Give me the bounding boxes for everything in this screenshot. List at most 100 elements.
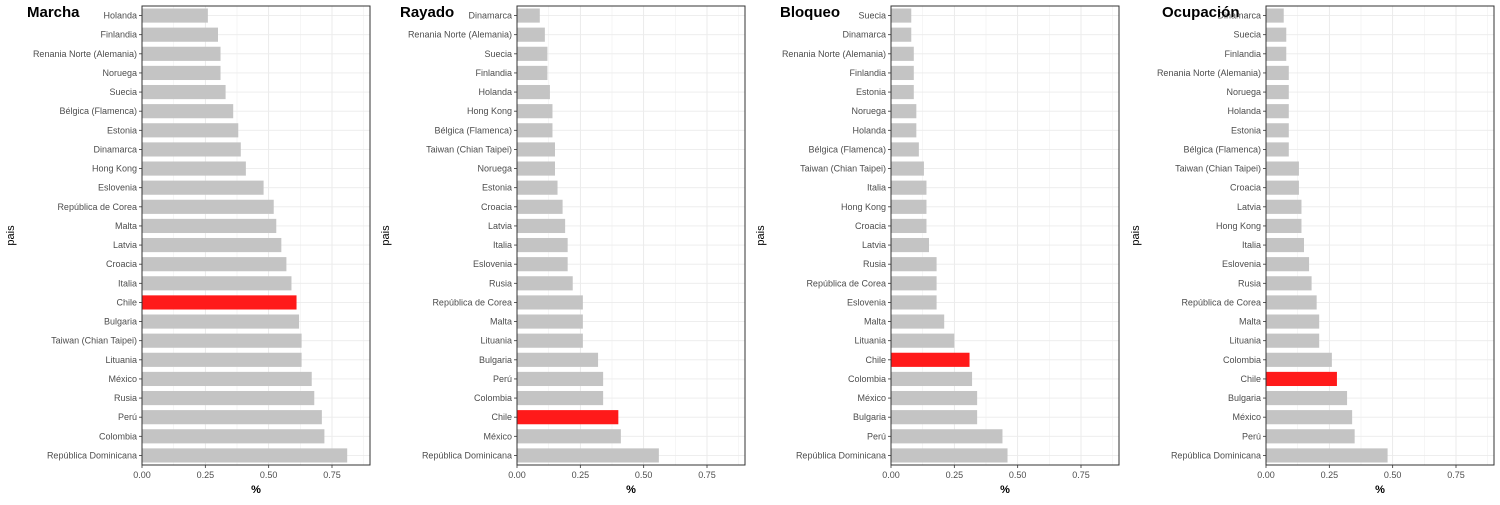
chart-panel-3: Suecia Dinamarca Renania Norte (Alemania) F… [755, 4, 1120, 496]
x-tick-label: 0.50 [635, 470, 653, 480]
y-tick-label: Rusia [114, 393, 137, 403]
y-tick-label: Lituania [1229, 336, 1261, 346]
y-tick-label: México [857, 393, 886, 403]
bar [1266, 46, 1287, 61]
y-tick-label: Dinamarca [93, 144, 137, 154]
bar [517, 218, 566, 234]
x-tick-label: 0.50 [260, 470, 278, 480]
y-tick-label: República Dominicana [422, 450, 512, 460]
y-tick-label: Bélgica (Flamenca) [434, 125, 512, 135]
y-tick-label: Taiwan (Chian Taipei) [51, 336, 137, 346]
y-tick-label: Bulgaria [853, 412, 886, 422]
bar [1266, 410, 1353, 425]
y-tick-label: Renania Norte (Alemania) [408, 30, 512, 40]
bar-highlight [891, 352, 970, 367]
y-tick-label: Noruega [1226, 87, 1261, 97]
bar [1266, 161, 1299, 176]
y-tick-label: Perú [493, 374, 512, 384]
bar [1266, 237, 1304, 253]
bar [142, 448, 348, 463]
plot-border [890, 5, 1120, 466]
y-tick-label: Croacia [106, 259, 137, 269]
y-tick-label: Croacia [481, 202, 512, 212]
y-tick-label: Chile [865, 355, 886, 365]
bar [517, 46, 548, 61]
y-tick-label: Chile [1240, 374, 1261, 384]
y-tick-label: Finlandia [849, 68, 886, 78]
bar [891, 8, 912, 23]
y-tick-label: Holanda [852, 125, 886, 135]
bar [1266, 65, 1289, 81]
chart-panel-1: Holanda Finlandia Renania Norte (Alemania)… [5, 4, 371, 496]
y-tick-label: Taiwan (Chian Taipei) [426, 144, 512, 154]
y-axis-title: pais [5, 225, 17, 246]
bar [1266, 390, 1348, 406]
bar [142, 429, 325, 444]
bar [891, 46, 914, 61]
bar [517, 429, 621, 444]
y-tick-label: Renania Norte (Alemania) [1157, 68, 1261, 78]
x-tick-label: 0.25 [197, 470, 215, 480]
y-tick-label: República de Corea [432, 297, 512, 307]
y-tick-label: Italia [867, 183, 886, 193]
y-tick-label: Malta [490, 317, 512, 327]
x-tick-label: 0.50 [1009, 470, 1027, 480]
bar [1266, 180, 1299, 195]
bar [142, 333, 302, 348]
bar [142, 371, 312, 387]
x-tick-label: 0.25 [1321, 470, 1339, 480]
y-tick-label: Hong Kong [841, 202, 886, 212]
bar [517, 371, 604, 387]
bar [142, 352, 302, 367]
bar [517, 161, 555, 176]
bar [517, 314, 583, 329]
bar [891, 104, 917, 119]
bar [142, 390, 315, 406]
bar [1266, 142, 1289, 157]
y-tick-label: Bélgica (Flamenca) [808, 144, 886, 154]
y-axis-title: pais [755, 225, 767, 246]
bar [517, 237, 568, 253]
y-tick-label: Lituania [480, 336, 512, 346]
bar [142, 65, 221, 81]
chart-title: Ocupación [1162, 4, 1240, 21]
plot-border [1265, 5, 1495, 466]
y-tick-label: Colombia [474, 393, 512, 403]
y-tick-label: Estonia [482, 183, 512, 193]
bar [891, 257, 937, 272]
y-tick-label: Lituania [105, 355, 137, 365]
y-tick-label: Malta [1239, 317, 1261, 327]
bar [517, 390, 604, 406]
y-tick-label: Latvia [1237, 202, 1261, 212]
bar [517, 257, 568, 272]
y-tick-label: República de Corea [806, 278, 886, 288]
bar [142, 84, 226, 100]
y-tick-label: Dinamarca [842, 30, 886, 40]
y-tick-label: Hong Kong [1216, 221, 1261, 231]
x-tick-label: 0.75 [698, 470, 716, 480]
y-tick-label: México [483, 431, 512, 441]
bar [891, 142, 919, 157]
bar [517, 65, 548, 81]
y-tick-label: Finlandia [100, 30, 137, 40]
y-tick-label: Bélgica (Flamenca) [59, 106, 137, 116]
x-tick-label: 0.00 [508, 470, 526, 480]
y-tick-label: Croacia [1230, 183, 1261, 193]
y-tick-label: Noruega [851, 106, 886, 116]
bar [891, 199, 927, 214]
y-tick-label: Eslovenia [473, 259, 512, 269]
bar [1266, 448, 1388, 463]
y-tick-label: Rusia [489, 278, 512, 288]
bar [1266, 123, 1289, 138]
y-tick-label: Colombia [848, 374, 886, 384]
bar [891, 237, 929, 253]
y-tick-label: Finlandia [1224, 49, 1261, 59]
bar [1266, 104, 1289, 119]
bar [1266, 257, 1310, 272]
bar [142, 237, 282, 253]
y-tick-label: Holanda [478, 87, 512, 97]
y-tick-label: Holanda [103, 11, 137, 21]
x-tick-label: 0.25 [946, 470, 964, 480]
